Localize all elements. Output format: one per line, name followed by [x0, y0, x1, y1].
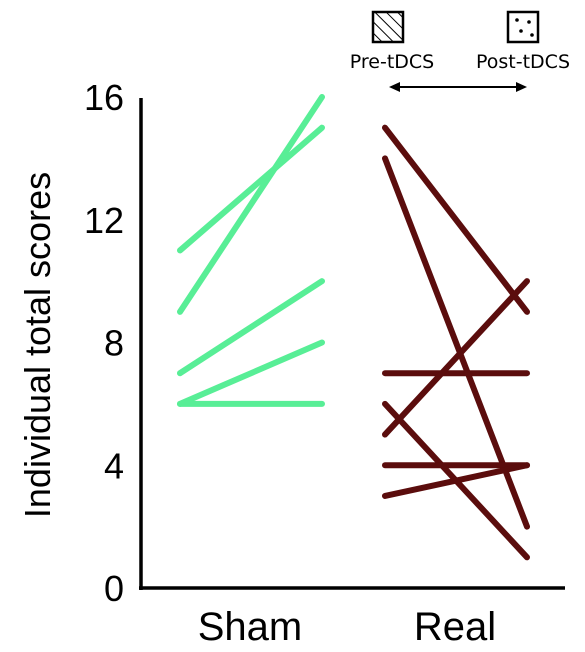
category-label-real: Real — [414, 605, 496, 649]
sham-subject-line — [177, 94, 325, 315]
sham-subject-line — [177, 339, 325, 407]
series-lines — [177, 94, 530, 561]
y-tick-label: 0 — [104, 568, 124, 609]
legend-arrow — [389, 82, 527, 92]
y-ticks: 0 4 8 12 16 — [84, 77, 124, 609]
x-categories: Sham Real — [198, 605, 496, 649]
real-subject-line — [382, 462, 530, 499]
sham-subject-line — [177, 278, 325, 377]
y-tick-label: 16 — [84, 77, 124, 118]
real-subject-line — [382, 278, 530, 438]
legend-post-swatch — [506, 10, 540, 44]
y-tick-label: 12 — [84, 200, 124, 241]
sham-subject-line — [177, 124, 325, 254]
real-subject-line — [382, 124, 530, 315]
category-label-sham: Sham — [198, 605, 303, 649]
y-tick-label: 8 — [104, 323, 124, 364]
legend: Pre-tDCS Post-tDCS — [350, 10, 570, 92]
legend-pre-label: Pre-tDCS — [350, 51, 434, 73]
legend-pre-swatch — [371, 10, 405, 44]
y-tick-label: 4 — [104, 445, 124, 486]
y-axis-label: Individual total scores — [17, 172, 58, 518]
legend-post-label: Post-tDCS — [476, 51, 570, 73]
